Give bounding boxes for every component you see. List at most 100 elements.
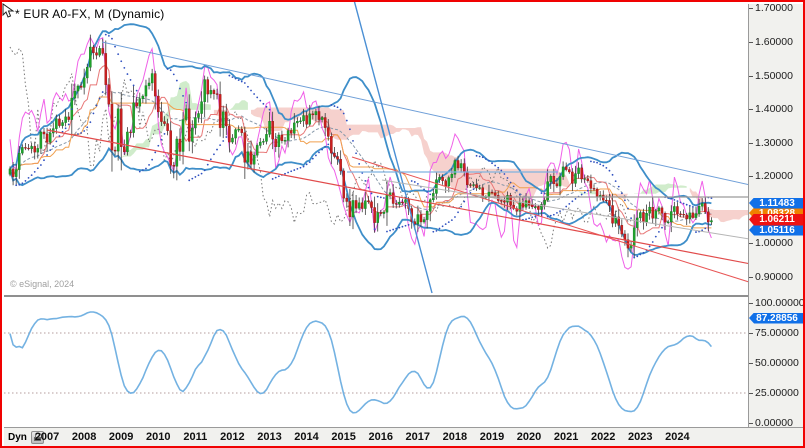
candle-body	[357, 202, 361, 209]
candle-body	[543, 199, 546, 205]
candle-body	[574, 173, 577, 184]
candle-body	[364, 200, 367, 209]
candle-body	[676, 206, 679, 215]
dynamic-scale-label: Dyn	[8, 432, 27, 443]
tick-mark	[749, 276, 753, 278]
tick-mark	[749, 393, 753, 394]
price-tick-label: 1.50000	[755, 69, 793, 82]
candle-body	[444, 180, 447, 187]
year-label[interactable]: 2024	[665, 431, 690, 443]
scale-lock-icon[interactable]	[31, 431, 44, 444]
parabolic-sar-layer	[12, 33, 713, 259]
candle-body	[14, 169, 18, 177]
candle-body	[654, 210, 658, 219]
candle-body	[595, 188, 599, 197]
candle-body	[632, 227, 636, 246]
year-label[interactable]: 2013	[257, 431, 282, 443]
candle-body	[36, 148, 40, 153]
red-downtrend-line-2	[351, 156, 748, 283]
candle-body	[42, 131, 46, 135]
candle-body	[299, 120, 302, 122]
year-label[interactable]: 2010	[145, 431, 171, 443]
candle-body	[110, 103, 114, 151]
candle-body	[666, 221, 670, 223]
candle-body	[79, 85, 83, 88]
candle-body	[169, 130, 172, 166]
candle-body	[101, 48, 104, 54]
symbol-title: * EUR A0-FX, M (Dynamic)	[15, 7, 165, 21]
oscillator-panel[interactable]	[4, 297, 748, 427]
year-label[interactable]: 2007	[34, 431, 60, 443]
year-label[interactable]: 2018	[442, 431, 468, 443]
year-label[interactable]: 2015	[331, 431, 356, 443]
candle-body	[225, 111, 228, 127]
candle-body	[648, 206, 651, 214]
candle-body	[175, 138, 179, 167]
panel-splitter[interactable]	[4, 294, 803, 297]
candle-body	[123, 146, 126, 152]
year-label[interactable]: 2020	[516, 431, 542, 443]
candle-body	[354, 200, 358, 209]
candle-body	[592, 188, 596, 190]
bollinger-middle	[9, 90, 712, 223]
candle-body	[580, 167, 583, 180]
candle-body	[561, 166, 565, 177]
year-label[interactable]: 2023	[628, 431, 653, 443]
candle-body	[469, 184, 472, 186]
year-label[interactable]: 2017	[405, 431, 431, 443]
candle-body	[382, 212, 386, 214]
candle-body	[317, 111, 321, 120]
year-label[interactable]: 2019	[479, 431, 505, 443]
candle-body	[286, 130, 290, 141]
candle-body	[265, 134, 268, 142]
candle-body	[191, 127, 194, 142]
candle-body	[571, 171, 574, 184]
candle-body	[259, 141, 262, 146]
candle-body	[620, 225, 624, 235]
candle-body	[605, 199, 608, 202]
candle-body	[425, 211, 429, 220]
gray-trendline	[381, 179, 748, 240]
candle-body	[493, 192, 497, 196]
candle-body	[512, 204, 515, 209]
candle-body	[153, 73, 157, 97]
candle-body	[373, 207, 376, 223]
time-axis[interactable]: Dyn 2007 2008 2009 2010 2011 2012 2013 2014 2015…	[4, 427, 803, 446]
ichimoku-cloud	[578, 190, 598, 195]
candle-body	[172, 165, 176, 167]
year-label[interactable]: 2016	[368, 431, 393, 443]
candle-body	[540, 204, 543, 210]
candle-body	[144, 85, 148, 97]
candle-body	[178, 138, 182, 152]
bollinger-lower	[9, 145, 712, 256]
main-price-panel[interactable]	[4, 2, 748, 294]
candle-body	[55, 118, 58, 129]
price-axis[interactable]: 1.11483 1.08328 1.06211 1.05116 87.28856…	[748, 4, 803, 427]
candle-body	[564, 166, 568, 170]
candle-body	[361, 202, 364, 209]
tick-mark	[749, 75, 753, 77]
year-label[interactable]: 2009	[108, 431, 134, 443]
candle-body	[280, 134, 284, 141]
candle-body	[450, 174, 454, 178]
candle-body	[138, 98, 142, 107]
year-label[interactable]: 2014	[294, 431, 319, 443]
year-label[interactable]: 2022	[590, 431, 616, 443]
candle-body	[39, 131, 43, 149]
candle-body	[277, 134, 281, 147]
candle-body	[252, 154, 256, 165]
year-label[interactable]: 2021	[553, 431, 579, 443]
candle-body	[500, 200, 503, 202]
candle-body	[293, 122, 296, 134]
candle-body	[61, 122, 64, 126]
descending-channel-upper	[101, 41, 748, 185]
candle-body	[107, 84, 111, 105]
candle-body	[707, 211, 710, 223]
candle-body	[401, 201, 404, 204]
candle-body	[496, 195, 500, 201]
bollinger-upper	[9, 23, 712, 207]
year-label[interactable]: 2012	[220, 431, 245, 443]
ichimoku-cloud	[229, 100, 248, 110]
year-label[interactable]: 2008	[71, 431, 97, 443]
year-label[interactable]: 2011	[183, 431, 208, 443]
